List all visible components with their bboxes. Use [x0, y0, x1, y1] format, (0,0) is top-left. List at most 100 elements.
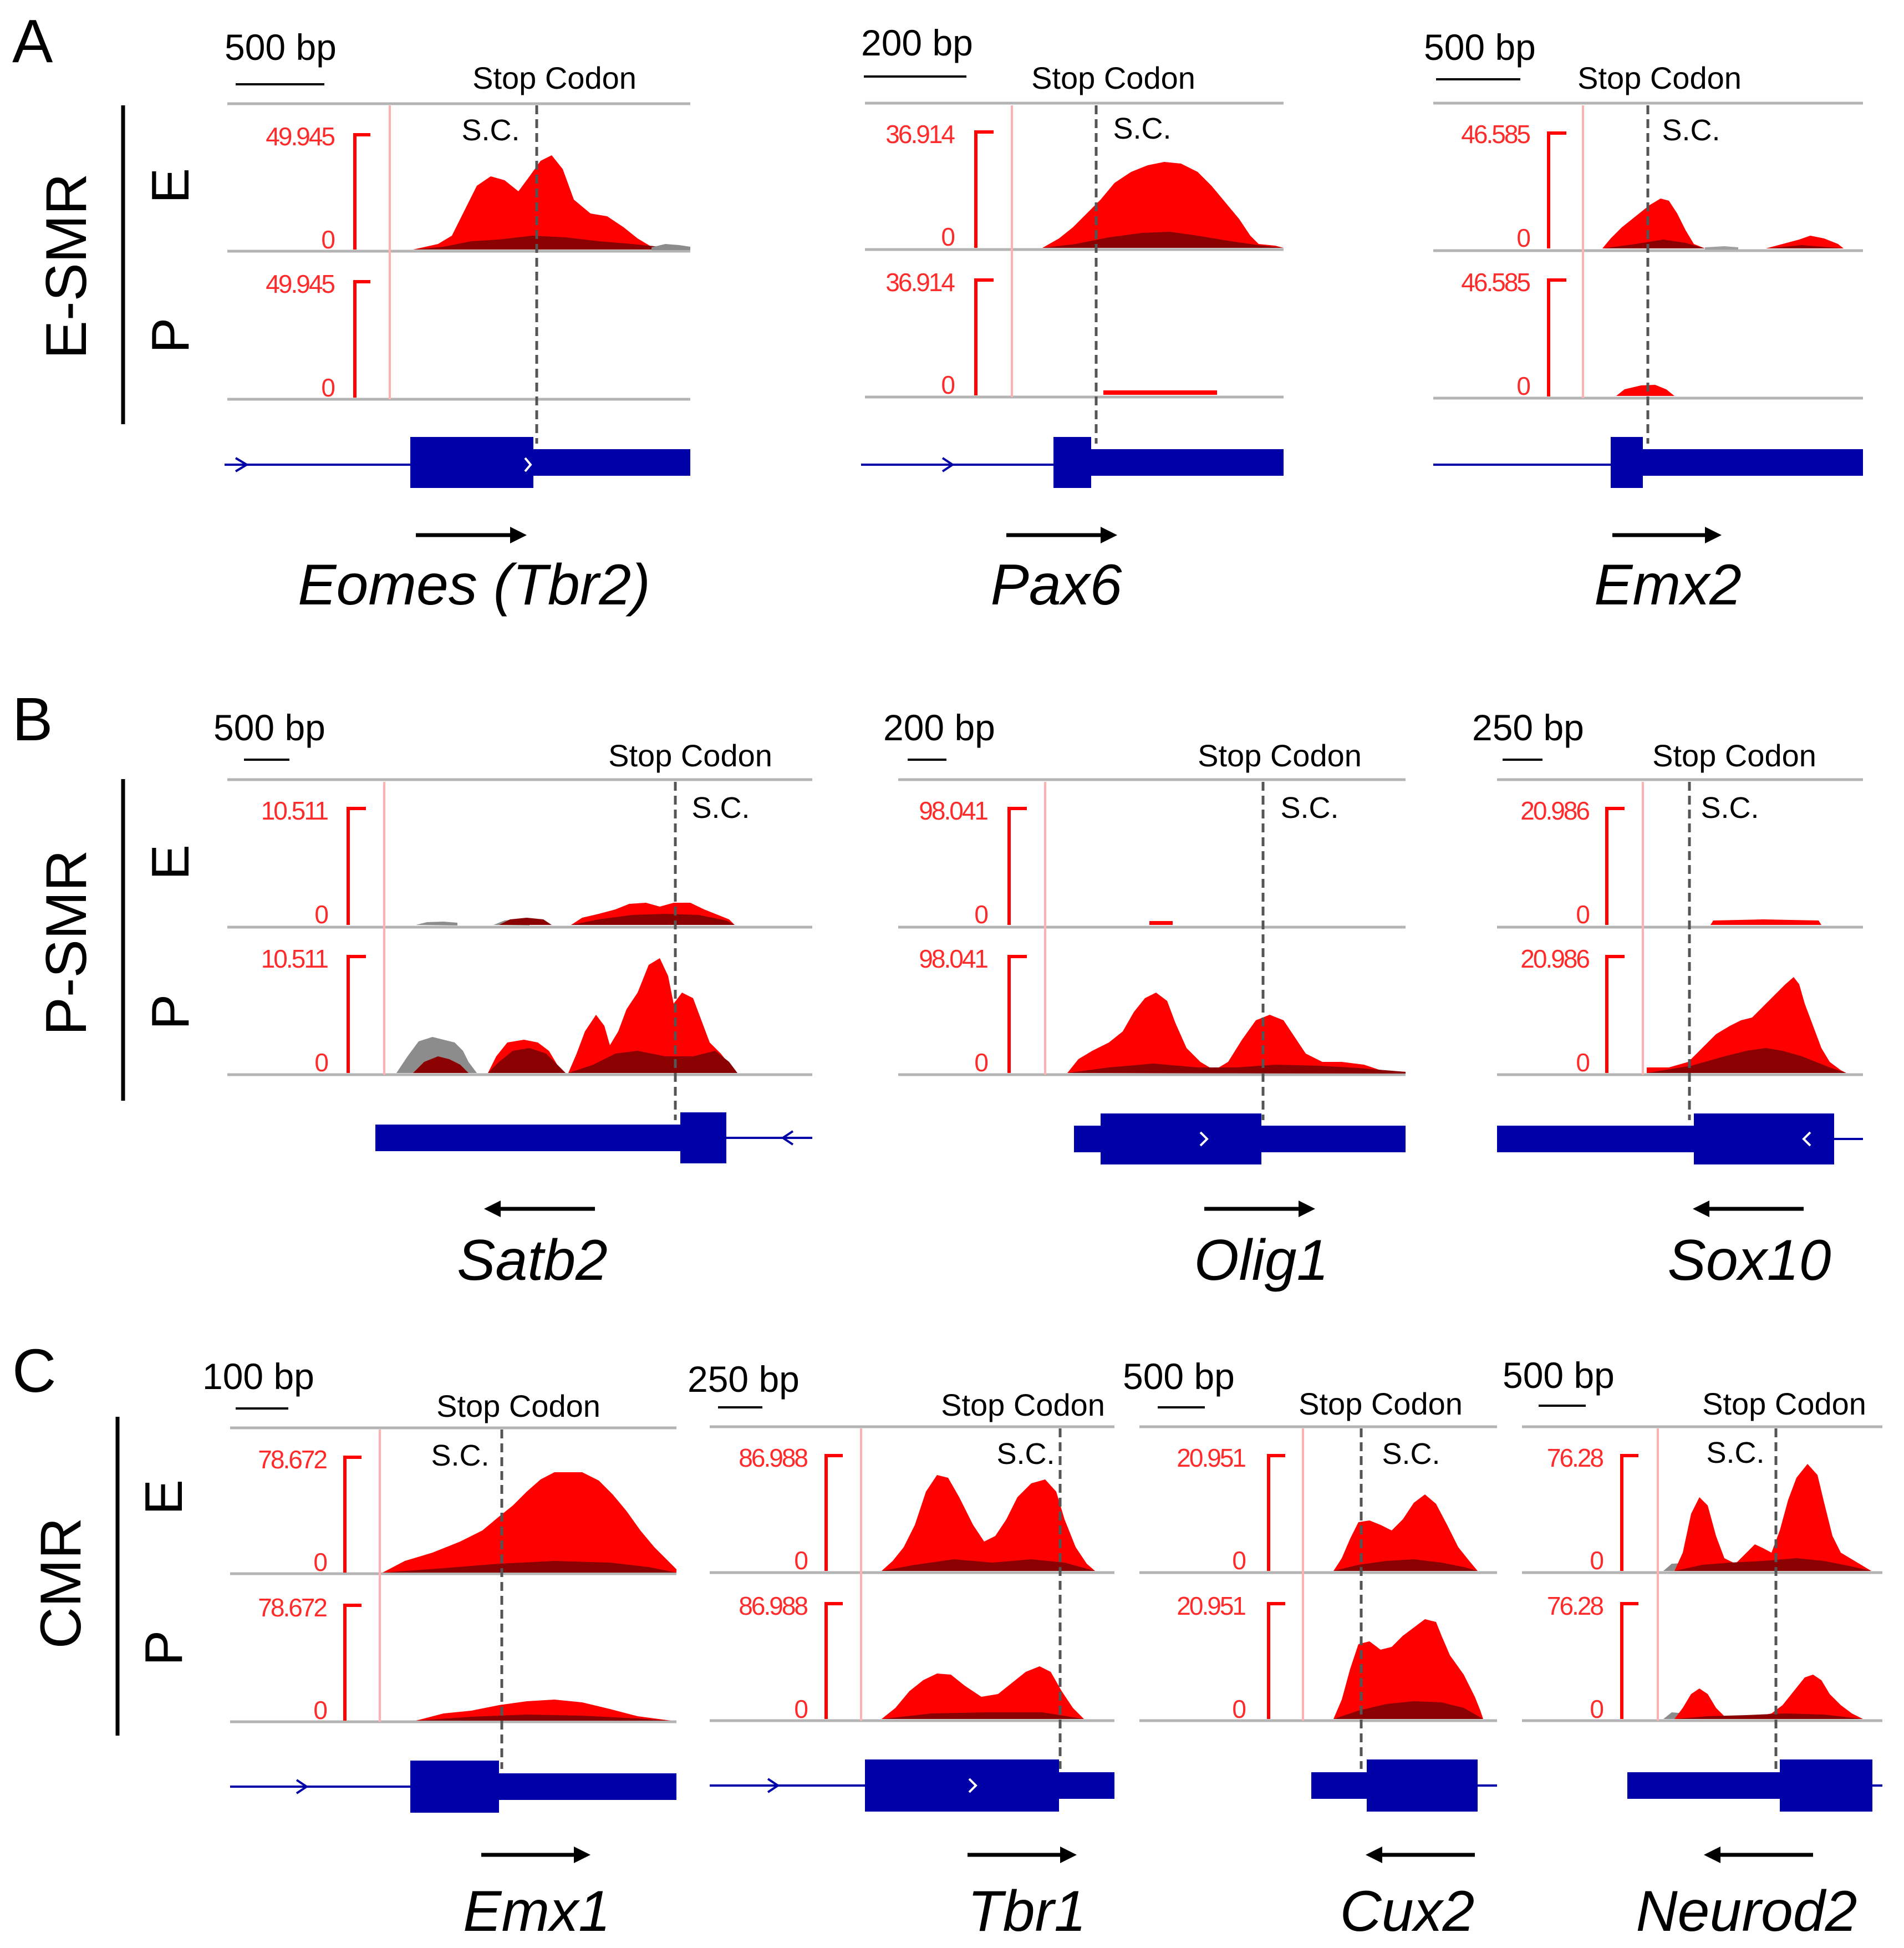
direction-arrow-icon	[1060, 1847, 1077, 1863]
strand-chevron-icon	[1802, 1131, 1811, 1147]
y-axis-bracket-e	[343, 1456, 362, 1573]
strand-chevron-icon	[767, 1778, 780, 1793]
signal-gray-e	[651, 244, 690, 250]
y-axis-bracket-e	[1605, 807, 1625, 925]
utr-block	[533, 449, 690, 476]
exon-block	[410, 1761, 499, 1813]
y-max-label-e: 98.041	[919, 796, 987, 825]
utr-block	[499, 1773, 676, 1800]
stop-codon-label: Stop Codon	[472, 60, 637, 95]
signal-peak-p	[1616, 385, 1674, 396]
gene-name-neurod2: Neurod2	[1636, 1879, 1857, 1944]
exon-block	[1053, 437, 1091, 488]
y-max-label-p: 46.585	[1461, 268, 1530, 297]
scale-label: 250 bp	[1472, 707, 1584, 748]
y-max-label-p: 49.945	[266, 269, 334, 298]
y-max-label-e: 46.585	[1461, 120, 1530, 149]
y-axis-bracket-e	[824, 1454, 843, 1571]
signal-peak-e	[413, 155, 690, 250]
y-max-label-e: 36.914	[885, 120, 955, 149]
direction-arrow-icon	[1299, 1201, 1315, 1217]
stop-codon-label: Stop Codon	[1702, 1386, 1866, 1421]
gene-panel-olig1: 200 bp Stop Codon S.C. 98.041 0 98.041 0…	[883, 707, 1406, 1293]
signal-peak-p	[1103, 390, 1217, 395]
gene-panel-pax6: 200 bp Stop Codon S.C. 36.914 0 36.914 0…	[861, 22, 1284, 617]
y-min-label-e: 0	[794, 1546, 807, 1575]
signal-peak-e	[1710, 919, 1821, 925]
stop-codon-label: Stop Codon	[1198, 738, 1362, 773]
gene-name-tbr1: Tbr1	[968, 1879, 1086, 1944]
direction-arrow-icon	[1704, 1847, 1720, 1863]
y-axis-bracket-p	[1620, 1602, 1638, 1719]
scale-label: 100 bp	[202, 1356, 314, 1397]
y-min-label-p: 0	[794, 1695, 807, 1723]
stop-codon-label: Stop Codon	[1299, 1386, 1463, 1421]
stop-codon-label: Stop Codon	[1577, 60, 1742, 95]
signal-peak-p	[416, 1700, 671, 1721]
scale-label: 500 bp	[1424, 27, 1536, 68]
strand-chevron-icon	[968, 1778, 978, 1793]
gene-name-cux2: Cux2	[1340, 1879, 1475, 1944]
strand-chevron-icon	[524, 457, 532, 472]
y-axis-bracket-p	[343, 1604, 362, 1721]
track-label-p: P	[141, 318, 200, 353]
y-min-label-p: 0	[941, 370, 954, 399]
y-max-label-e: 20.951	[1177, 1443, 1245, 1472]
track-label-p: P	[134, 1630, 194, 1666]
signal-peak-p	[1333, 1619, 1483, 1719]
strand-chevron-icon	[1199, 1131, 1209, 1147]
exon-block	[865, 1759, 1059, 1812]
signal-peak-e	[1766, 236, 1844, 248]
y-min-label-e: 0	[1516, 223, 1530, 252]
scale-label: 200 bp	[883, 707, 995, 748]
panel-a: A E-SMR E P 500 bp Stop Codon S.C. 49.94…	[12, 7, 1863, 617]
y-min-label-p: 0	[1232, 1695, 1245, 1723]
y-max-label-e: 20.986	[1520, 796, 1589, 825]
stop-codon-label: Stop Codon	[1031, 60, 1195, 95]
y-min-label-p: 0	[321, 373, 334, 402]
y-axis-bracket-p	[1547, 278, 1566, 396]
utr-block	[1261, 1126, 1406, 1152]
sc-label: S.C.	[996, 1437, 1055, 1471]
signal-peak-p	[1067, 993, 1406, 1074]
scale-label: 500 bp	[1503, 1355, 1615, 1396]
signal-overlap-p	[416, 1715, 671, 1721]
exon-block	[1780, 1759, 1872, 1812]
exon-block	[680, 1112, 726, 1163]
direction-arrow-icon	[1693, 1201, 1709, 1217]
signal-overlap-e	[499, 918, 552, 925]
y-axis-bracket-e	[1547, 131, 1566, 248]
y-axis-bracket-p	[824, 1602, 843, 1719]
gene-panel-tbr1: 250 bp Stop Codon S.C. 86.988 0 86.988 0	[688, 1359, 1114, 1944]
y-max-label-p: 86.988	[739, 1591, 807, 1620]
panel-letter-c: C	[12, 1337, 56, 1405]
y-max-label-e: 86.988	[739, 1443, 807, 1472]
signal-peak-p	[882, 1666, 1084, 1719]
scale-label: 200 bp	[861, 22, 973, 63]
signal-overlap-p	[413, 1056, 469, 1073]
signal-overlap-e	[1766, 245, 1844, 248]
y-max-label-p: 20.951	[1177, 1591, 1245, 1620]
y-min-label-p: 0	[1590, 1695, 1603, 1723]
y-axis-bracket-p	[347, 955, 366, 1073]
sc-label: S.C.	[1280, 791, 1338, 825]
direction-arrow-icon	[1101, 527, 1117, 543]
signal-overlap-p	[488, 1048, 566, 1073]
sc-label: S.C.	[461, 114, 520, 147]
y-axis-bracket-p	[974, 278, 994, 395]
scale-label: 500 bp	[1123, 1356, 1235, 1397]
signal-overlap-p	[568, 1051, 737, 1073]
y-axis-bracket-p	[1007, 955, 1027, 1073]
sc-label: S.C.	[691, 791, 750, 825]
panel-letter-b: B	[12, 685, 53, 754]
signal-overlap-e	[1674, 1558, 1871, 1571]
y-min-label-p: 0	[1516, 372, 1530, 400]
gene-name-sox10: Sox10	[1668, 1228, 1831, 1293]
gene-name-olig1: Olig1	[1194, 1228, 1329, 1293]
signal-overlap-e	[413, 236, 690, 250]
y-axis-bracket-e	[974, 130, 994, 248]
track-label-e: E	[134, 1479, 194, 1515]
exon-block	[1101, 1113, 1261, 1164]
strand-chevron-icon	[296, 1779, 309, 1794]
